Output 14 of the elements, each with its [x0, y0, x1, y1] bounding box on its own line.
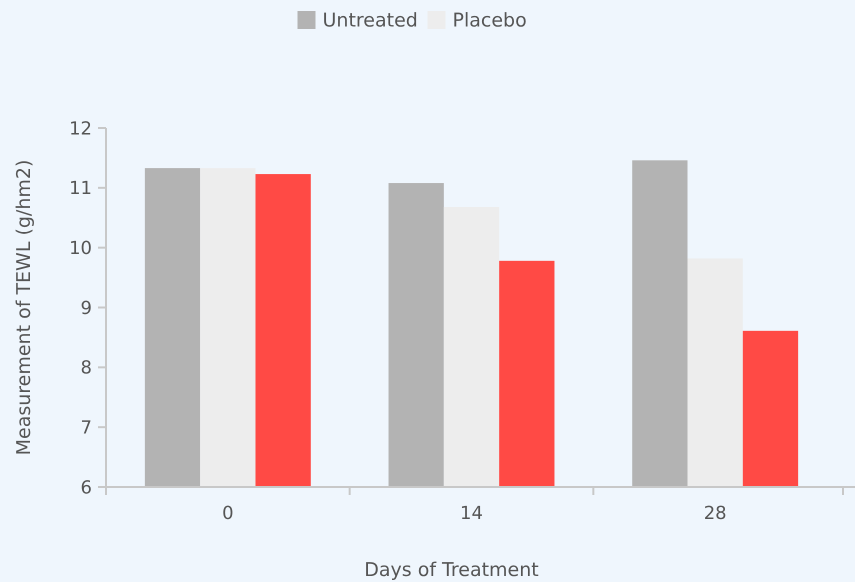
y-tick-label: 9: [80, 298, 92, 319]
x-tick-label: 0: [222, 503, 234, 524]
x-tick-label: 14: [460, 503, 483, 524]
y-tick-label: 12: [69, 118, 92, 140]
y-tick-label: 10: [69, 238, 92, 259]
y-tick-label: 6: [80, 477, 92, 498]
legend-label: Untreated: [322, 10, 418, 32]
y-tick-label: 7: [80, 417, 92, 438]
x-tick-label: 28: [704, 503, 727, 524]
y-axis-title: Measurement of TEWL (g/hm2): [13, 160, 35, 456]
x-axis-title: Days of Treatment: [364, 559, 539, 581]
y-tick-label: 11: [69, 178, 92, 200]
y-tick-label: 8: [80, 358, 92, 379]
legend-label: Placebo: [452, 10, 527, 32]
